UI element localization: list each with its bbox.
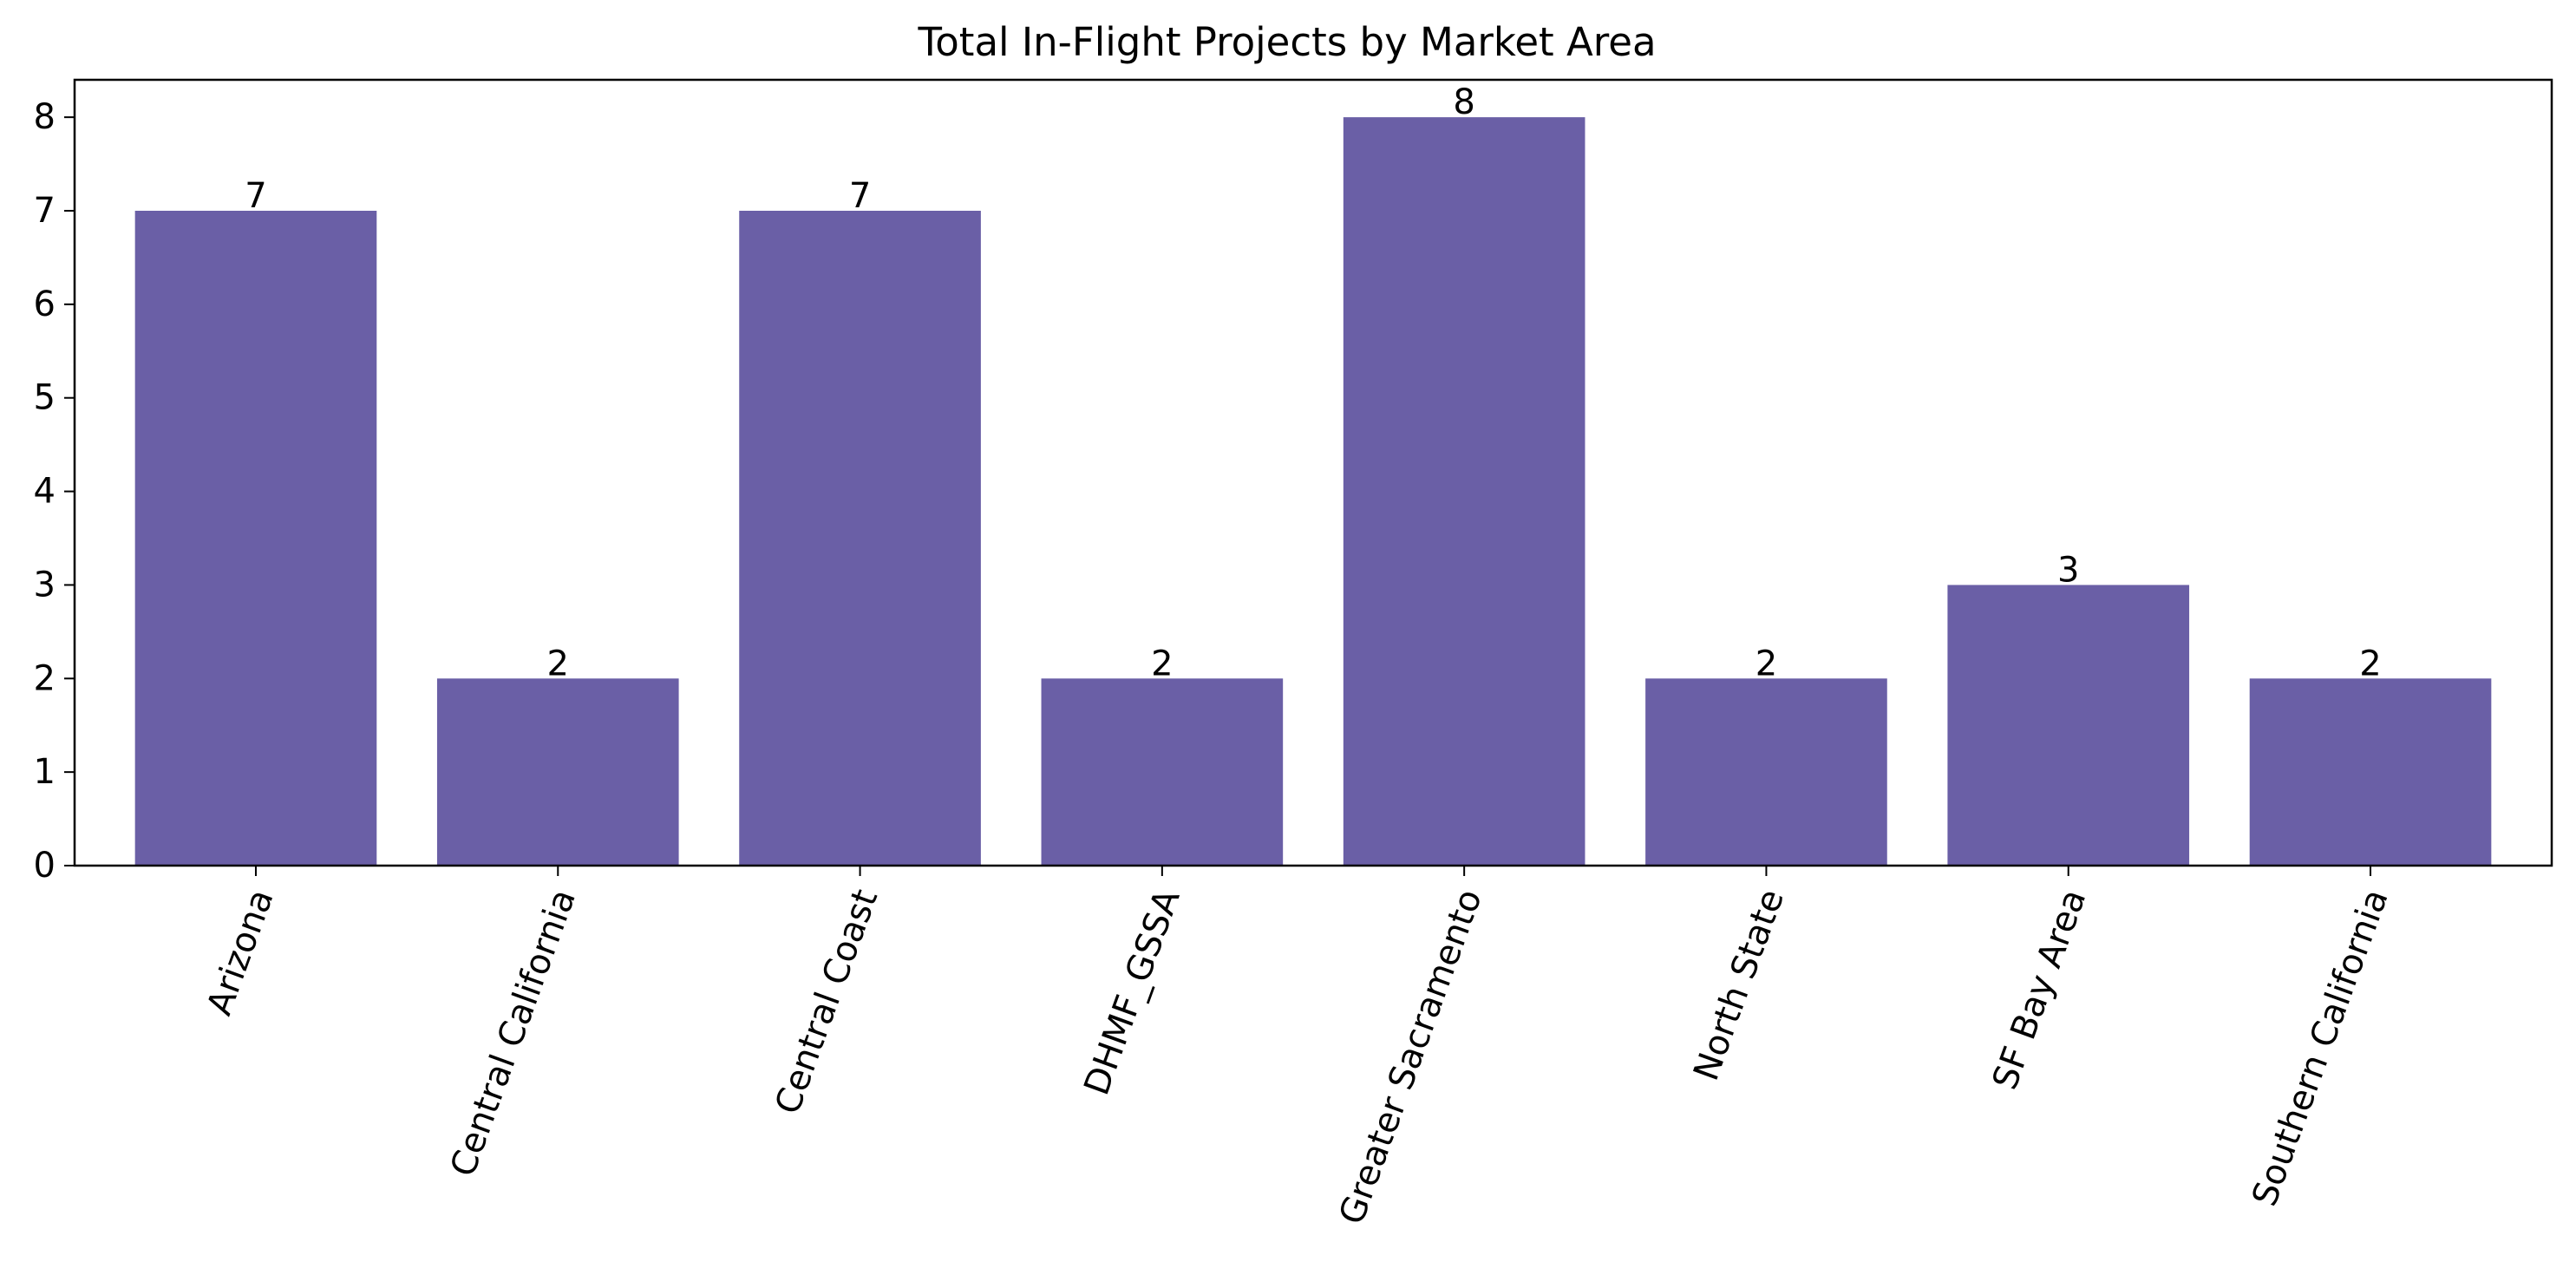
bar-value-label-5: 2 (1755, 644, 1777, 683)
bar-value-label-3: 2 (1151, 644, 1173, 683)
bars-layer (134, 117, 2492, 866)
bar-value-label-0: 7 (245, 176, 266, 216)
bar-value-label-4: 8 (1453, 82, 1474, 122)
plot-frame (73, 78, 2553, 867)
y-tick-label-1: 1 (34, 752, 56, 792)
bar-2 (739, 211, 981, 866)
bar-value-label-1: 2 (547, 644, 569, 683)
y-tick-label-0: 0 (34, 846, 56, 886)
data-labels: 7 2 7 2 8 2 3 2 (245, 82, 2382, 683)
y-tick-label-8: 8 (34, 97, 56, 137)
bar-7 (2249, 678, 2492, 866)
bar-value-label-6: 3 (2057, 550, 2079, 590)
y-tick-label-2: 2 (34, 658, 56, 698)
bar-6 (1947, 585, 2190, 866)
y-tick-label-3: 3 (34, 565, 56, 605)
y-tick-label-4: 4 (34, 472, 56, 512)
chart-title: Total In-Flight Projects by Market Area (917, 19, 1656, 65)
bar-value-label-2: 7 (849, 176, 871, 216)
y-tick-label-7: 7 (34, 191, 56, 231)
y-tick-label-6: 6 (34, 284, 56, 324)
bar-5 (1645, 678, 1887, 866)
bar-1 (436, 678, 679, 866)
bar-0 (134, 211, 377, 866)
bar-3 (1041, 678, 1284, 866)
y-tick-label-5: 5 (34, 378, 56, 418)
y-axis: 0 1 2 3 4 5 6 7 8 (34, 97, 75, 886)
bar-4 (1343, 117, 1585, 866)
bar-value-label-7: 2 (2359, 644, 2381, 683)
